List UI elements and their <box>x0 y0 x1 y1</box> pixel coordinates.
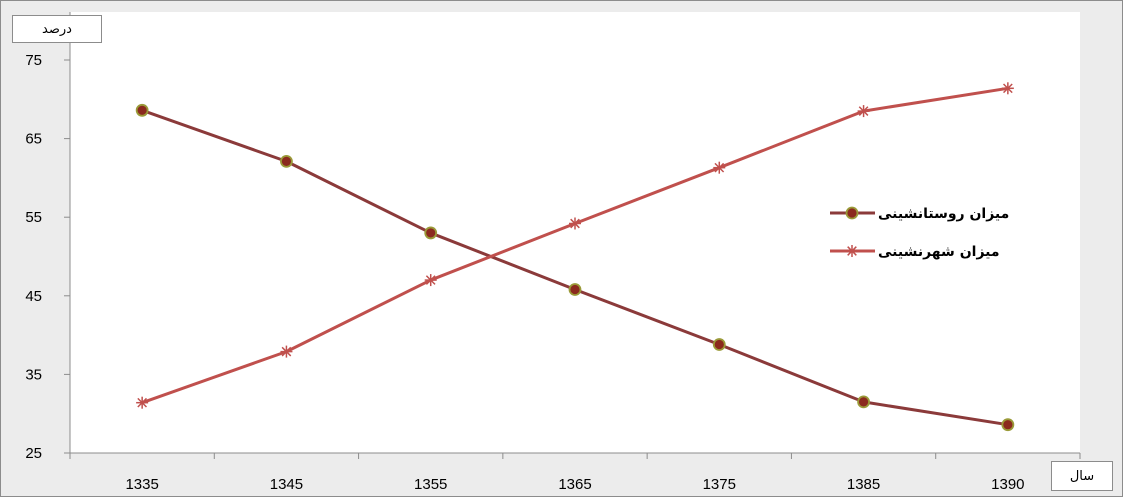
y-tick-label: 55 <box>25 209 42 226</box>
data-point <box>1001 82 1014 95</box>
y-tick-label: 75 <box>25 52 42 69</box>
axes: 25 35 45 55 65 75 1335 1345 1355 1365 1375 1385 1390 <box>25 12 1081 493</box>
series-layer <box>135 82 1015 432</box>
y-axis-label: درصد <box>12 15 102 43</box>
x-axis-label-text: سال <box>1069 468 1095 484</box>
data-point <box>713 161 726 174</box>
y-tick-label: 35 <box>25 366 42 383</box>
x-tick-label: 1385 <box>847 476 880 493</box>
x-tick-label: 1345 <box>270 476 303 493</box>
data-point <box>135 103 149 117</box>
data-point <box>424 274 437 287</box>
x-tick-label: 1390 <box>991 476 1024 493</box>
data-point <box>568 283 582 296</box>
data-point <box>569 217 581 230</box>
y-tick-label: 25 <box>25 445 42 462</box>
plot-area <box>70 12 1080 453</box>
data-point <box>857 395 870 409</box>
data-point <box>712 338 726 351</box>
y-axis-label-text: درصد <box>42 21 72 37</box>
data-point <box>845 206 859 220</box>
data-point <box>857 105 870 118</box>
x-tick-label: 1335 <box>125 476 158 493</box>
data-point <box>280 154 293 168</box>
data-point <box>1001 418 1015 432</box>
x-tick-label: 1365 <box>558 476 591 493</box>
data-point <box>424 226 438 240</box>
legend-label: میزان شهرنشینی <box>878 244 1000 260</box>
data-point <box>280 345 293 358</box>
x-axis-label: سال <box>1051 461 1113 491</box>
y-tick-label: 65 <box>25 131 42 148</box>
legend-label: میزان روستانشینی <box>878 206 1009 222</box>
legend: میزان روستانشینی میزان شهرنشینی <box>830 206 1009 260</box>
data-point <box>846 245 858 257</box>
x-tick-label: 1375 <box>703 476 736 493</box>
x-tick-label: 1355 <box>414 476 447 493</box>
y-tick-label: 45 <box>25 288 42 305</box>
data-point <box>136 396 149 409</box>
